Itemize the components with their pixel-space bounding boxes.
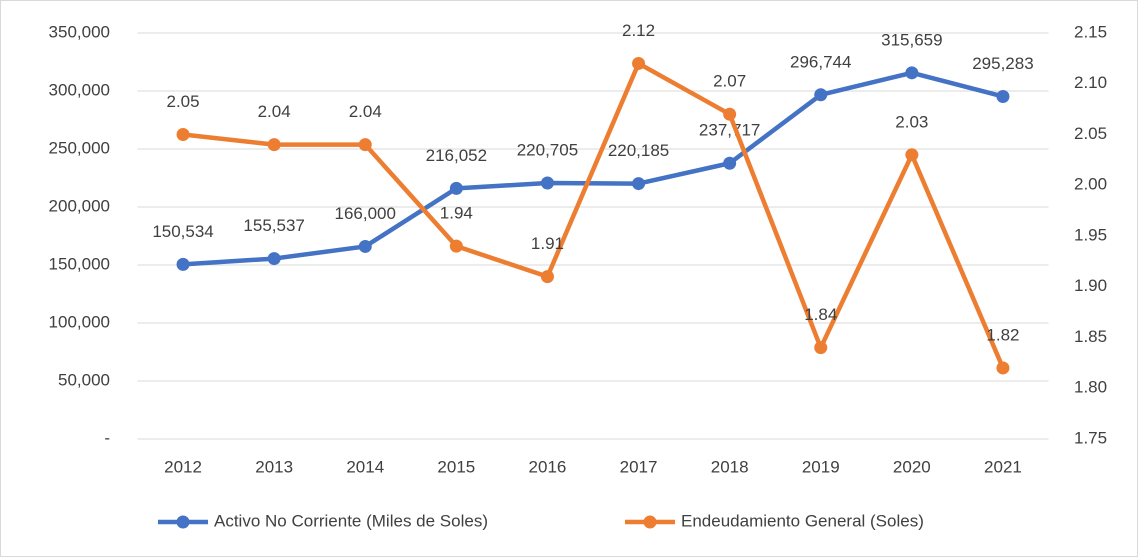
- y2-tick-label: 2.15: [1074, 22, 1107, 41]
- y-tick-label: 300,000: [49, 80, 110, 99]
- data-point: [905, 66, 919, 80]
- y-tick-label: 350,000: [49, 22, 110, 41]
- data-label: 315,659: [881, 30, 942, 49]
- data-label: 2.04: [349, 102, 382, 121]
- legend-marker: [176, 515, 190, 529]
- x-tick-label: 2015: [437, 457, 475, 476]
- y-tick-label: 50,000: [58, 370, 110, 389]
- data-point: [540, 270, 554, 284]
- data-label: 166,000: [335, 204, 396, 223]
- data-point: [814, 341, 828, 355]
- data-point: [358, 239, 372, 253]
- data-label: 1.82: [986, 325, 1019, 344]
- x-tick-label: 2014: [346, 457, 384, 476]
- y2-tick-label: 1.90: [1074, 276, 1107, 295]
- y-tick-label: 150,000: [49, 254, 110, 273]
- y2-tick-label: 1.75: [1074, 428, 1107, 447]
- y2-tick-label: 1.85: [1074, 327, 1107, 346]
- series-line: [182, 61, 1006, 369]
- data-point: [723, 107, 737, 121]
- data-label: 1.94: [440, 204, 473, 223]
- data-point: [267, 252, 281, 266]
- series-line: [182, 70, 1004, 267]
- data-point: [449, 181, 463, 195]
- data-label: 155,537: [243, 216, 304, 235]
- data-label: 216,052: [426, 146, 487, 165]
- x-tick-label: 2012: [164, 457, 202, 476]
- data-point: [996, 89, 1010, 103]
- legend-label: Activo No Corriente (Miles de Soles): [214, 511, 488, 530]
- y-tick-label: 100,000: [49, 312, 110, 331]
- data-point: [814, 88, 828, 102]
- data-label: 2.07: [713, 72, 746, 91]
- data-point: [996, 361, 1010, 375]
- data-point: [723, 156, 737, 170]
- data-label: 1.91: [531, 234, 564, 253]
- legend-marker: [643, 515, 657, 529]
- data-point: [176, 128, 190, 141]
- y2-tick-label: 2.00: [1074, 175, 1107, 194]
- y2-tick-label: 1.80: [1074, 378, 1107, 397]
- y-tick-label: 200,000: [49, 196, 110, 215]
- x-tick-label: 2021: [984, 457, 1022, 476]
- data-label: 296,744: [790, 52, 851, 71]
- legend-label: Endeudamiento General (Soles): [681, 511, 924, 530]
- x-tick-label: 2013: [255, 457, 293, 476]
- data-point: [176, 257, 190, 271]
- x-tick-label: 2019: [802, 457, 840, 476]
- y2-tick-label: 2.05: [1074, 124, 1107, 143]
- data-point: [358, 138, 372, 152]
- data-label: 220,705: [517, 140, 578, 159]
- data-label: 2.04: [258, 102, 291, 121]
- x-tick-label: 2020: [893, 457, 931, 476]
- x-tick-label: 2016: [529, 457, 567, 476]
- data-label: 295,283: [972, 54, 1033, 73]
- y-tick-label: 250,000: [49, 138, 110, 157]
- y-tick-label: -: [104, 428, 110, 447]
- data-label: 2.12: [622, 21, 655, 40]
- y2-tick-label: 2.10: [1074, 73, 1107, 92]
- data-label: 1.84: [804, 305, 837, 324]
- data-point: [632, 56, 646, 70]
- y2-tick-label: 1.95: [1074, 225, 1107, 244]
- data-label: 150,534: [152, 222, 213, 241]
- data-point: [267, 138, 281, 152]
- data-point: [632, 177, 646, 191]
- x-tick-label: 2017: [620, 457, 658, 476]
- data-label: 2.05: [167, 92, 200, 111]
- data-point: [905, 148, 919, 162]
- data-label: 2.03: [895, 112, 928, 131]
- x-tick-label: 2018: [711, 457, 749, 476]
- data-label: 220,185: [608, 141, 669, 160]
- data-point: [540, 176, 554, 190]
- data-point: [449, 239, 463, 253]
- data-label: 237,717: [699, 121, 760, 140]
